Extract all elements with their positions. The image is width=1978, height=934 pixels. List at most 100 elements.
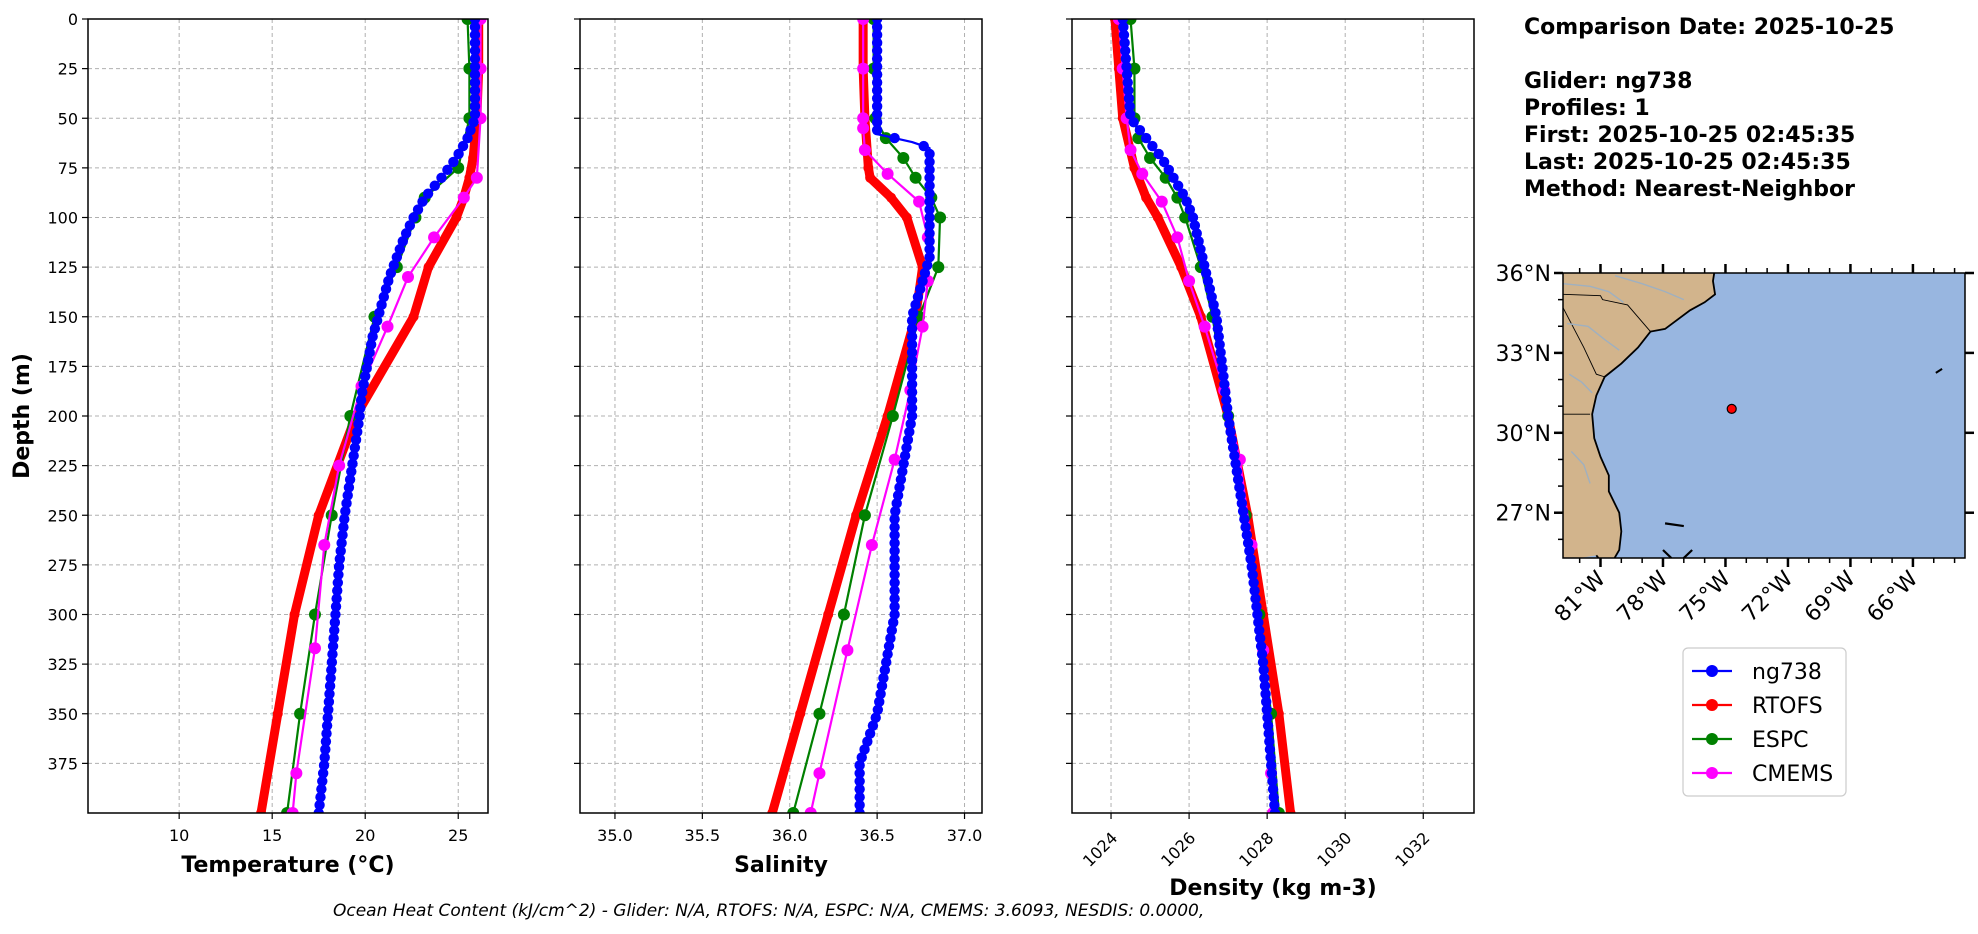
x-tick-label: 1024: [1079, 828, 1121, 870]
series-point-ng738: [1267, 783, 1279, 795]
series-point-ESPC: [858, 509, 871, 522]
y-tick-label: 200: [47, 407, 78, 426]
series-point-ng738: [1242, 537, 1254, 549]
map-lat-label: 33°N: [1496, 342, 1551, 367]
series-point-ng738: [1244, 545, 1255, 557]
series-point-RTOFS: [408, 311, 419, 322]
series-point-ng738: [1260, 688, 1271, 700]
y-tick-label: 325: [47, 655, 78, 674]
series-point-ng738: [1227, 442, 1239, 453]
series-point-ng738: [1206, 291, 1217, 303]
series-point-CMEMS: [858, 144, 871, 157]
series-point-ng738: [1200, 267, 1212, 279]
series-point-CMEMS: [1198, 320, 1211, 333]
map-river: [1563, 282, 1624, 303]
series-point-ng738: [871, 29, 883, 41]
plot-area: [256, 19, 487, 813]
ohc-footer: Ocean Heat Content (kJ/cm^2) - Glider: N…: [333, 901, 1205, 921]
series-point-CMEMS: [1136, 167, 1149, 180]
series-point-ng738: [404, 220, 416, 231]
x-tick-label: 15: [262, 826, 282, 845]
series-point-CMEMS: [841, 644, 854, 657]
series-point-RTOFS: [289, 609, 300, 620]
series-point-ng738: [1134, 124, 1146, 136]
series-point-ng738: [1189, 220, 1201, 231]
y-tick-label: 100: [47, 209, 78, 228]
series-point-ng738: [371, 315, 383, 326]
series-point-ng738: [1264, 744, 1276, 755]
series-point-ng738: [1221, 402, 1233, 414]
series-point-ng738: [1123, 85, 1134, 96]
series-point-ng738: [883, 641, 895, 652]
series-point-ng738: [1268, 791, 1279, 803]
map-lon-label: 72°W: [1738, 566, 1799, 627]
series-point-ng738: [325, 672, 336, 684]
series-point-RTOFS: [423, 262, 434, 273]
series-point-ng738: [364, 347, 375, 358]
x-tick-label: 1032: [1391, 828, 1433, 870]
series-point-ng738: [1123, 93, 1135, 104]
series-point-ng738: [343, 482, 355, 493]
series-point-ng738: [1122, 77, 1133, 88]
series-point-ng738: [322, 712, 333, 723]
series-point-ng738: [469, 77, 481, 88]
series-point-ng738: [344, 474, 356, 485]
series-point-RTOFS: [256, 808, 267, 813]
series-point-ng738: [376, 299, 387, 311]
series-point-ng738: [1215, 347, 1226, 358]
series-point-ng738: [906, 363, 918, 374]
series-point-ng738: [453, 148, 464, 160]
location-map: 36°N 33°N 30°N 27°N 81°W 78°W 75°W 72°W 69°W 66°W: [1496, 262, 1974, 627]
series-line-CMEMS: [291, 19, 482, 813]
map-river: [1568, 373, 1593, 394]
x-tick-label: 37.0: [947, 826, 983, 845]
x-tick-label: 25: [448, 826, 468, 845]
series-point-ng738: [924, 236, 935, 247]
series-point-ng738: [361, 363, 372, 374]
series-point-ng738: [878, 672, 889, 684]
series-point-ng738: [1255, 641, 1267, 652]
series-point-ng738: [1216, 355, 1227, 366]
series-point-ng738: [1214, 339, 1225, 350]
series-point-ng738: [1259, 680, 1271, 692]
series-point-ng738: [317, 768, 329, 779]
series-point-ESPC: [294, 707, 307, 720]
glider-position-marker: [1726, 403, 1737, 414]
series-point-ng738: [897, 466, 908, 477]
series-point-ng738: [1210, 307, 1221, 318]
series-point-ng738: [899, 450, 911, 461]
series-point-ng738: [391, 252, 403, 263]
series-point-ng738: [1249, 585, 1260, 596]
series-point-ng738: [1230, 458, 1241, 469]
series-point-CMEMS: [813, 767, 826, 780]
series-point-ng738: [889, 529, 900, 541]
series-point-CMEMS: [428, 231, 441, 244]
series-point-ng738: [362, 355, 374, 366]
series-point-ng738: [469, 61, 481, 72]
series-point-ng738: [1226, 434, 1238, 446]
series-point-ng738: [469, 109, 481, 120]
series-point-ng738: [360, 371, 371, 382]
series-point-RTOFS: [823, 609, 834, 620]
map-lon-label: 69°W: [1800, 566, 1861, 627]
series-point-ng738: [408, 212, 419, 223]
series-point-RTOFS: [1141, 192, 1152, 203]
series-point-ESPC: [934, 211, 947, 224]
series-point-ng738: [854, 768, 865, 779]
x-axis-label: Density (kg m-3): [1169, 876, 1377, 901]
series-point-ng738: [400, 228, 412, 239]
series-point-ng738: [332, 585, 343, 596]
series-point-CMEMS: [857, 112, 870, 125]
series-point-ng738: [380, 283, 392, 295]
series-point-ng738: [889, 585, 900, 596]
x-axis-label: Temperature (°C): [181, 853, 394, 878]
series-point-ng738: [1217, 363, 1228, 374]
series-point-CMEMS: [1183, 275, 1196, 288]
series-point-CMEMS: [857, 62, 870, 75]
series-point-ng738: [902, 434, 914, 446]
series-point-ng738: [906, 323, 918, 334]
series-point-ng738: [1119, 37, 1130, 49]
series-point-ng738: [324, 680, 336, 692]
series-point-ng738: [1172, 180, 1184, 191]
